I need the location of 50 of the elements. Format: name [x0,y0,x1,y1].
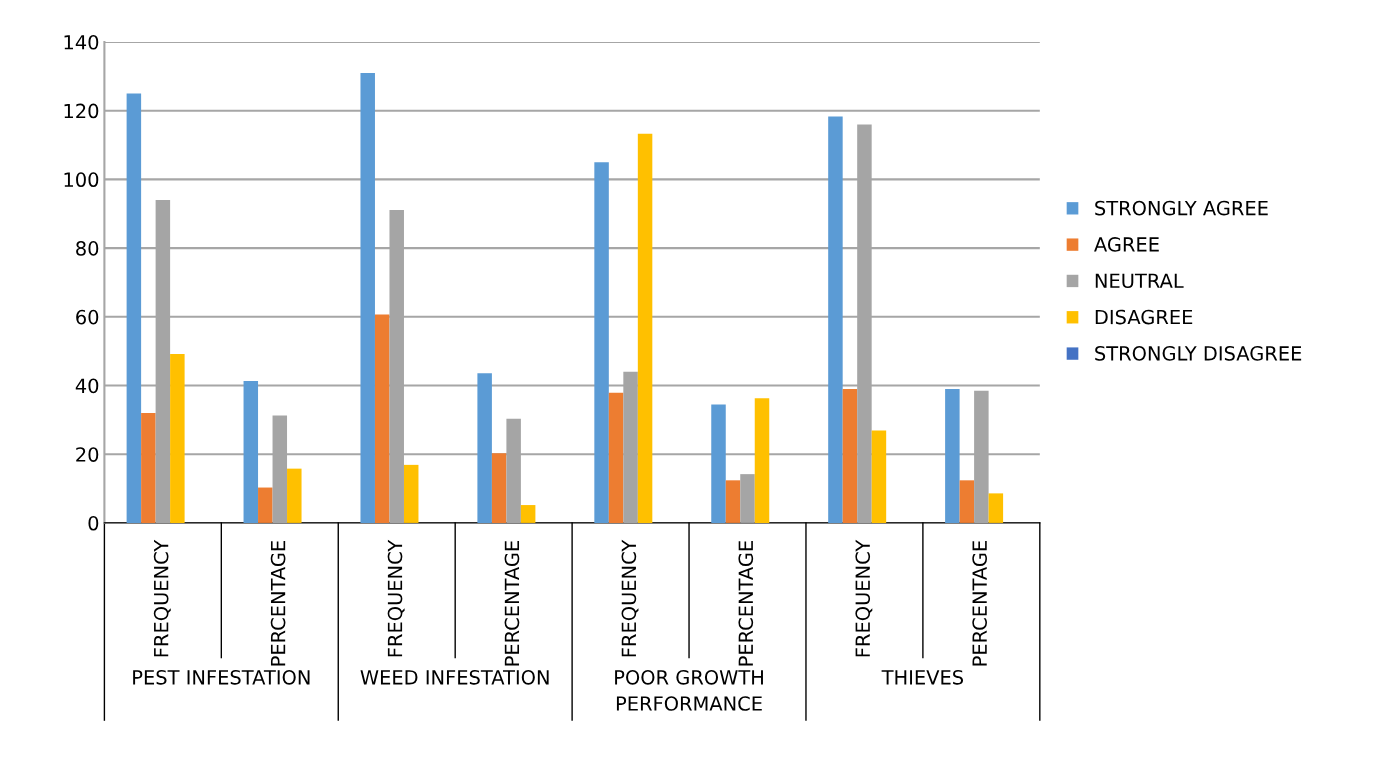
x-tick-label: FREQUENCY [855,539,873,657]
text: THIEVES [881,669,964,685]
x-tick-label: FREQUENCY [621,539,639,657]
bar [170,353,185,523]
x-tick-label: PERCENTAGE [738,541,754,666]
bar [287,468,302,523]
y-tick-label: 80 [76,241,99,256]
bar [360,72,375,523]
legend-label: DISAGREE [1095,309,1193,325]
bar [637,133,653,523]
bar [740,474,755,523]
bar [988,493,1004,523]
bar [959,480,975,523]
text: WEED INFESTATION [360,669,549,685]
bar [258,487,273,523]
bar [141,412,156,523]
bar [520,505,536,523]
y-tick-label: 120 [64,103,99,119]
x-tick-label: PERCENTAGE [270,541,286,666]
legend-label: STRONGLY DISAGREE [1095,346,1302,361]
text: POOR GROWTH PERFORMANCE [615,669,763,711]
y-tick-label: 0 [88,515,99,531]
text: PEST INFESTATION [133,669,310,685]
bar [754,398,770,523]
bar [491,453,507,523]
y-tick-label: 140 [64,34,99,50]
bar [126,93,142,523]
legend-label: AGREE [1094,237,1159,252]
x-tick-label: FREQUENCY [387,539,405,657]
x-tick-label: PERCENTAGE [504,541,520,666]
bar [594,162,609,523]
bar [871,430,887,523]
bar [725,480,741,523]
bar [477,373,492,523]
bar [374,314,390,523]
bar [711,404,726,523]
x-tick-label: PERCENTAGE [972,541,987,666]
y-tick-label: 100 [64,172,99,188]
bar [608,392,624,523]
bar [945,388,960,523]
y-tick-label: 20 [76,447,99,462]
x-tick-label: FREQUENCY [153,539,171,657]
bar [403,464,419,523]
y-tick-label: 40 [75,378,99,394]
legend-label: STRONGLY AGREE [1095,200,1268,216]
bar [828,116,843,523]
bar [243,381,259,523]
legend-label: NEUTRAL [1095,273,1184,289]
y-tick-label: 60 [76,309,99,325]
bar [842,388,858,523]
